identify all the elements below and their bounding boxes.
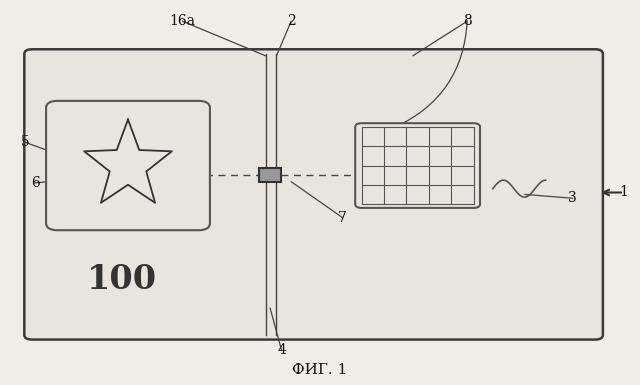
Text: 3: 3 — [568, 191, 577, 205]
Text: 8: 8 — [463, 14, 472, 28]
FancyBboxPatch shape — [46, 101, 210, 230]
Text: 6: 6 — [31, 176, 40, 190]
FancyBboxPatch shape — [24, 49, 603, 340]
Text: ФИГ. 1: ФИГ. 1 — [292, 363, 348, 377]
Text: 100: 100 — [86, 263, 157, 296]
Text: 2: 2 — [287, 14, 296, 28]
Text: 1: 1 — [620, 186, 628, 199]
Text: 16а: 16а — [170, 14, 195, 28]
Text: 4: 4 — [277, 343, 286, 357]
FancyBboxPatch shape — [355, 123, 480, 208]
Text: 5: 5 — [21, 136, 30, 149]
Text: 7: 7 — [338, 211, 347, 224]
Bar — [259, 168, 282, 182]
